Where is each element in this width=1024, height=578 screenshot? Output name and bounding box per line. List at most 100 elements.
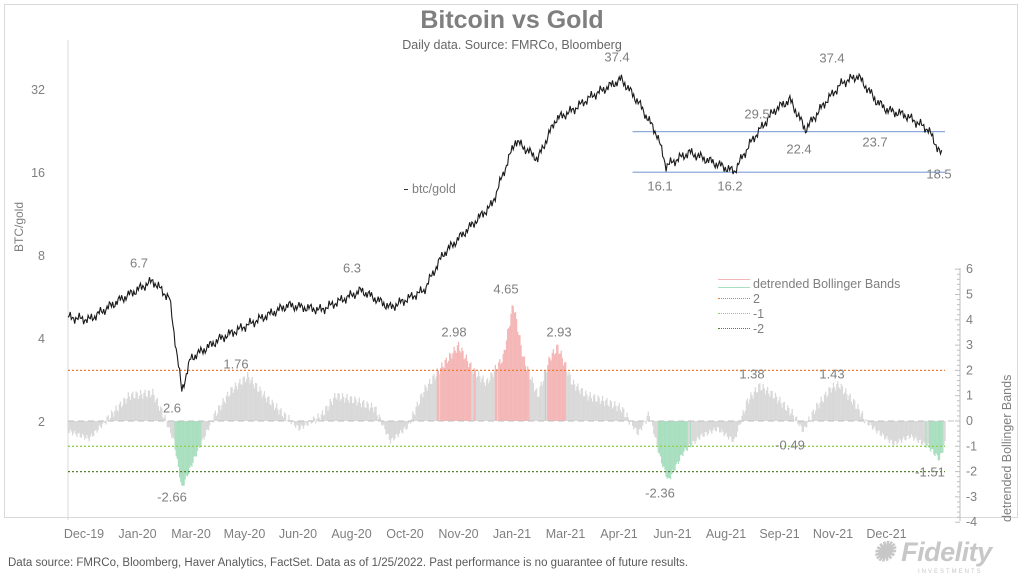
bollinger-bar bbox=[101, 421, 104, 424]
bollinger-bar bbox=[280, 408, 282, 421]
bollinger-bar bbox=[351, 403, 354, 421]
bollinger-bar bbox=[919, 421, 922, 440]
bollinger-bar bbox=[480, 382, 482, 421]
bollinger-bar bbox=[251, 377, 253, 421]
bollinger-bar bbox=[663, 421, 665, 467]
bollinger-bar bbox=[195, 421, 198, 457]
bollinger-bar bbox=[213, 413, 215, 421]
bollinger-bar bbox=[859, 416, 861, 421]
bollinger-bar bbox=[412, 411, 414, 421]
annotation: 37.4 bbox=[604, 49, 630, 65]
bollinger-bar bbox=[203, 421, 205, 440]
bollinger-bar bbox=[290, 421, 292, 425]
bollinger-bar bbox=[479, 376, 481, 421]
bollinger-bar bbox=[363, 400, 365, 421]
bollinger-bar bbox=[660, 421, 663, 464]
bollinger-bar bbox=[262, 394, 264, 421]
bollinger-bar bbox=[244, 382, 247, 421]
bollinger-bar bbox=[218, 405, 220, 421]
bollinger-bar bbox=[664, 421, 666, 470]
bollinger-bar bbox=[569, 374, 571, 421]
bollinger-bar bbox=[936, 421, 938, 456]
bollinger-bar bbox=[356, 405, 358, 421]
bollinger-bar bbox=[534, 389, 537, 421]
bollinger-bar bbox=[156, 397, 158, 421]
bollinger-bar bbox=[608, 406, 610, 421]
bollinger-bar bbox=[931, 421, 933, 450]
bollinger-bar bbox=[190, 421, 192, 466]
bollinger-bar bbox=[303, 421, 306, 426]
bollinger-bar bbox=[226, 391, 229, 421]
bollinger-bar bbox=[364, 407, 366, 421]
x-tick-label: Aug-20 bbox=[331, 527, 371, 541]
bollinger-bar bbox=[463, 359, 465, 421]
bollinger-bar bbox=[872, 421, 875, 429]
bollinger-bar bbox=[764, 394, 767, 421]
legend-swatch bbox=[718, 328, 750, 329]
x-tick-label: Nov-21 bbox=[813, 527, 853, 541]
bollinger-bar bbox=[415, 406, 417, 421]
bollinger-bar bbox=[241, 384, 243, 421]
bollinger-bar bbox=[647, 411, 649, 421]
bollinger-bar bbox=[113, 416, 115, 421]
bollinger-bar bbox=[639, 421, 642, 429]
bollinger-bar bbox=[925, 421, 927, 448]
x-tick-label: Nov-20 bbox=[438, 527, 478, 541]
bollinger-bar bbox=[125, 403, 127, 421]
bollinger-bar bbox=[492, 377, 494, 421]
bollinger-bar bbox=[842, 394, 845, 421]
annotation: -2.36 bbox=[645, 485, 675, 501]
bollinger-bar bbox=[276, 403, 278, 421]
bollinger-bar bbox=[172, 421, 174, 438]
bollinger-bar bbox=[870, 421, 873, 426]
x-tick-label: Jan-20 bbox=[118, 527, 156, 541]
bollinger-bar bbox=[417, 405, 420, 421]
bollinger-bar bbox=[145, 396, 147, 421]
bollinger-bar bbox=[669, 421, 672, 480]
bollinger-bar bbox=[514, 311, 517, 421]
chart-title: Bitcoin vs Gold bbox=[420, 6, 604, 34]
bollinger-bar bbox=[814, 410, 817, 421]
bollinger-bar bbox=[382, 421, 384, 426]
bollinger-bar bbox=[274, 407, 277, 421]
bollinger-bar bbox=[324, 414, 326, 421]
bollinger-bar bbox=[543, 370, 546, 421]
bollinger-bar bbox=[696, 421, 698, 437]
bollinger-bar bbox=[180, 421, 182, 483]
annotation: 18.5 bbox=[926, 166, 952, 182]
bollinger-bar bbox=[579, 393, 581, 421]
bollinger-bar bbox=[869, 421, 871, 423]
bollinger-bar bbox=[454, 350, 456, 421]
bollinger-bar bbox=[499, 359, 501, 421]
bollinger-bar bbox=[914, 421, 916, 439]
bollinger-bar bbox=[337, 393, 339, 421]
bollinger-bar bbox=[252, 384, 254, 421]
bollinger-bar bbox=[830, 392, 832, 421]
bollinger-bar bbox=[81, 421, 84, 435]
bollinger-bar bbox=[331, 404, 334, 421]
bollinger-bar bbox=[637, 421, 639, 436]
bollinger-bar bbox=[551, 352, 553, 421]
annotation: 22.4 bbox=[786, 141, 812, 157]
bollinger-bar bbox=[320, 414, 322, 421]
bollinger-bar bbox=[151, 395, 153, 421]
bollinger-bar bbox=[513, 312, 516, 421]
bollinger-bar bbox=[759, 383, 761, 421]
bollinger-bar bbox=[242, 377, 244, 421]
bollinger-bar bbox=[939, 421, 942, 454]
bollinger-bar bbox=[185, 421, 187, 476]
bollinger-bar bbox=[635, 421, 637, 429]
bollinger-bar bbox=[851, 404, 854, 421]
bollinger-bar bbox=[501, 362, 503, 421]
bollinger-bar bbox=[876, 421, 878, 434]
bollinger-bar bbox=[225, 395, 228, 421]
bollinger-bar bbox=[321, 410, 324, 421]
bollinger-bar bbox=[153, 394, 155, 421]
bollinger-bar bbox=[791, 408, 793, 421]
bollinger-bar bbox=[97, 421, 99, 430]
bollinger-bar bbox=[829, 387, 831, 421]
bollinger-bar bbox=[556, 344, 558, 421]
bollinger-bar bbox=[77, 421, 79, 434]
bollinger-bar bbox=[522, 356, 524, 421]
bollinger-bar bbox=[387, 421, 389, 434]
